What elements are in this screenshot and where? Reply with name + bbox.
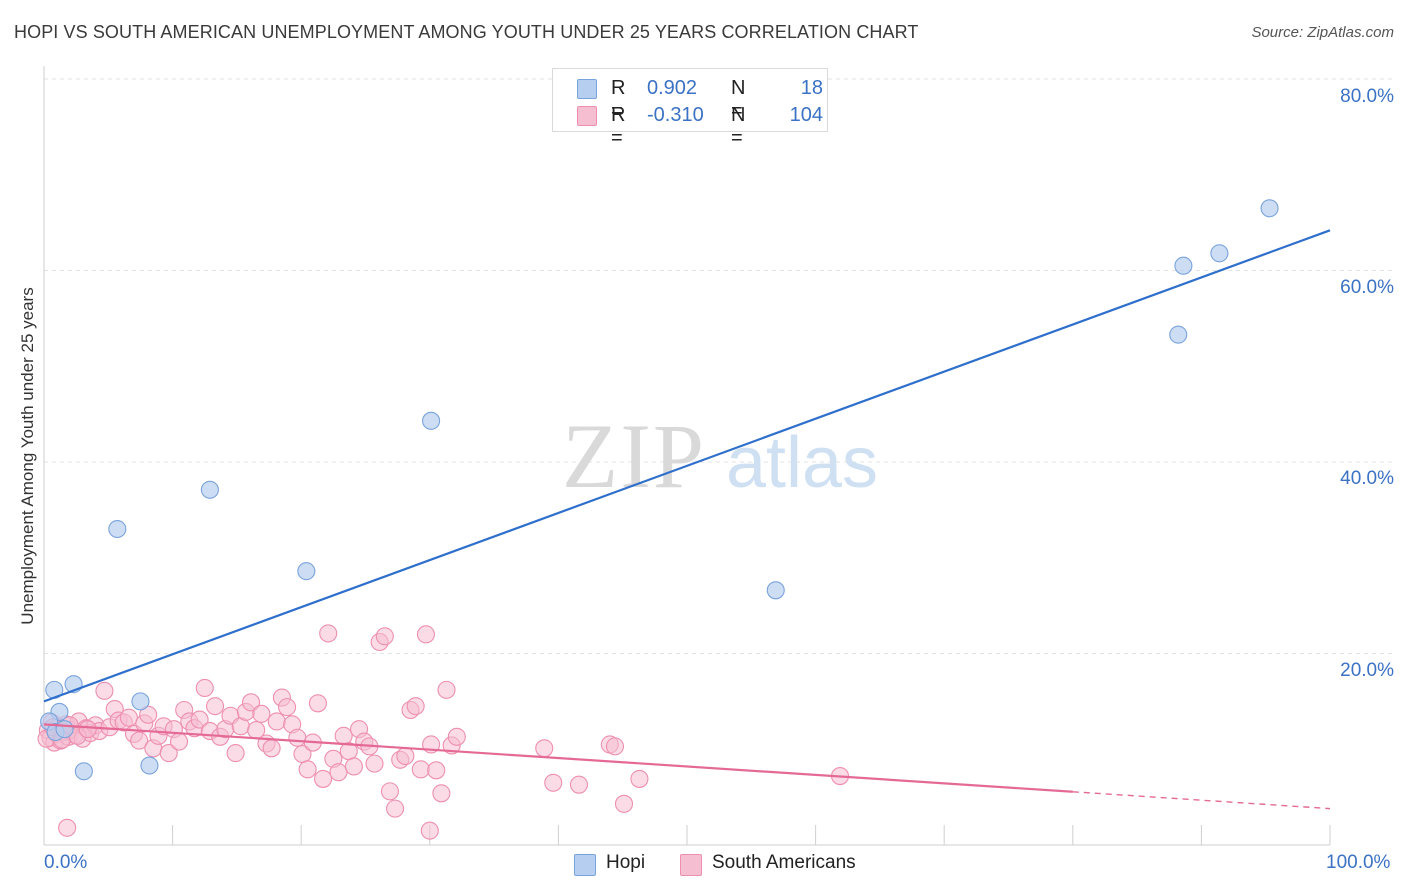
hopi-swatch — [574, 854, 596, 876]
hopi-r-value: 0.902 — [647, 77, 698, 99]
south-americans-swatch — [680, 854, 702, 876]
south-americans-point — [159, 744, 178, 763]
south-americans-point — [139, 705, 158, 724]
hopi-n-value: 18 — [800, 77, 823, 99]
south-americans-point — [78, 720, 97, 739]
south-americans-point — [169, 732, 189, 751]
south-americans-trend-line — [43, 723, 1073, 793]
south-americans-point — [386, 799, 405, 818]
south-americans-n-value: 104 — [789, 104, 823, 126]
trend-lines — [43, 229, 1331, 810]
south-americans-point — [119, 708, 138, 727]
hopi-point — [1174, 256, 1193, 275]
watermark: ZIP atlas — [562, 405, 878, 507]
south-americans-point — [226, 744, 245, 763]
hopi-point — [1169, 325, 1188, 344]
hopi-point — [1260, 199, 1279, 218]
hopi-swatch — [577, 79, 597, 99]
south-americans-point — [262, 739, 281, 758]
hopi-point — [55, 720, 74, 739]
hopi-point — [74, 762, 93, 781]
south-americans-point — [427, 761, 446, 780]
hopi-point — [140, 756, 159, 775]
south-americans-swatch — [577, 106, 597, 126]
hopi-point — [766, 581, 785, 600]
legend-label-south-americans: South Americans — [712, 852, 856, 873]
south-americans-point — [205, 697, 225, 716]
hopi-point — [200, 480, 219, 499]
south-americans-point — [416, 625, 435, 644]
r-label: R = — [611, 104, 626, 149]
south-americans-point — [308, 694, 327, 713]
correlation-legend: R = 0.902 N = 18 R = -0.310 N = 104 — [552, 68, 828, 149]
hopi-point — [422, 411, 441, 430]
legend-label-hopi: Hopi — [606, 852, 646, 873]
x-tick-label-min: 0.0% — [44, 852, 88, 873]
south-americans-point — [267, 712, 286, 731]
south-americans-point — [252, 704, 271, 723]
watermark-atlas: atlas — [726, 423, 878, 503]
south-americans-point — [241, 693, 261, 712]
hopi-point — [1210, 244, 1229, 263]
south-americans-point — [278, 698, 297, 717]
south-americans-point — [420, 821, 439, 840]
hopi-points — [40, 199, 1279, 781]
south-americans-point — [195, 678, 214, 698]
south-americans-point — [447, 727, 466, 746]
y-tick-label-80: 80.0% — [1340, 86, 1394, 107]
south-americans-point — [437, 680, 456, 699]
south-americans-point — [380, 782, 399, 801]
r-label: R = — [611, 77, 626, 122]
south-americans-point — [344, 757, 363, 776]
south-americans-point — [396, 746, 415, 766]
south-americans-r-value: -0.310 — [647, 104, 704, 126]
source-credit: Source: ZipAtlas.com — [1251, 24, 1394, 41]
south-americans-point — [329, 763, 348, 782]
south-americans-point — [605, 737, 625, 756]
south-americans-point — [375, 627, 394, 646]
south-americans-point — [432, 784, 451, 803]
south-americans-point — [288, 728, 307, 747]
south-americans-point — [406, 697, 425, 716]
south-americans-point — [569, 775, 589, 794]
south-americans-point — [365, 754, 384, 773]
south-americans-point — [58, 818, 77, 837]
south-americans-point — [190, 710, 209, 729]
n-label: N = — [731, 104, 746, 149]
chart-title: HOPI VS SOUTH AMERICAN UNEMPLOYMENT AMON… — [14, 22, 919, 42]
south-americans-point — [614, 794, 634, 813]
hopi-point — [297, 562, 316, 581]
south-americans-point — [314, 769, 333, 788]
south-americans-point — [535, 739, 554, 758]
hopi-point — [131, 692, 150, 711]
south-americans-point — [130, 731, 149, 750]
n-label: N = — [731, 77, 746, 122]
south-americans-point — [334, 726, 353, 745]
south-americans-point — [411, 760, 430, 779]
hopi-trend-line — [43, 229, 1331, 703]
south-americans-point — [319, 624, 338, 643]
hopi-point — [108, 519, 127, 539]
south-americans-point — [298, 760, 317, 779]
south-americans-point — [544, 773, 563, 792]
south-americans-point — [630, 769, 649, 788]
grid-lines — [44, 78, 1392, 654]
south-americans-trend-extension — [1072, 791, 1331, 810]
south-americans-point — [95, 681, 114, 700]
watermark-zip: ZIP — [562, 405, 706, 507]
x-tick-label-max: 100.0% — [1326, 852, 1391, 873]
y-tick-label-60: 60.0% — [1340, 277, 1394, 298]
y-tick-label-20: 20.0% — [1340, 660, 1394, 681]
y-tick-label-40: 40.0% — [1340, 468, 1394, 489]
